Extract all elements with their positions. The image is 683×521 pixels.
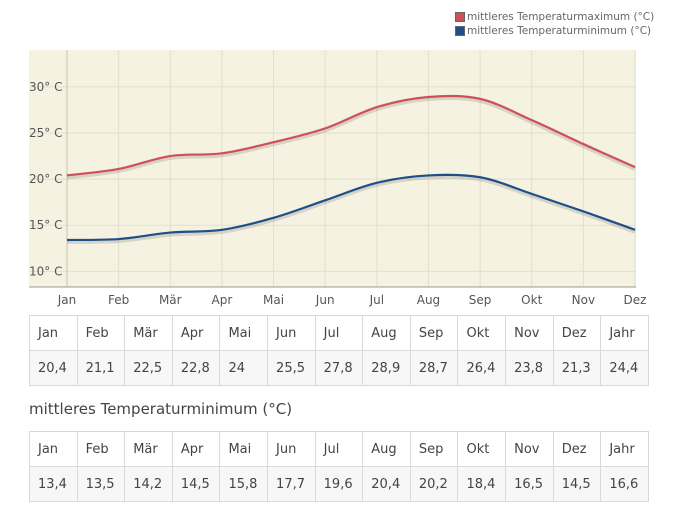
table-header-cell: Mär: [124, 431, 173, 467]
table-header-cell: Jul: [314, 431, 364, 467]
x-tick-label: Sep: [469, 293, 492, 307]
table-header-row: Jan Feb Mär Apr Mai Jun Jul Aug Sep Okt Nov Dez Jahr: [29, 431, 649, 467]
table-value-row: 13,4 13,5 14,2 14,5 15,8 17,7 19,6 20,4 20,2 18,4…: [29, 466, 649, 502]
x-tick-label: Jan: [57, 293, 77, 307]
table-value-cell: 22,5: [124, 350, 173, 386]
x-tick-label: Mär: [159, 293, 182, 307]
chart-legend: mittleres Temperaturmaximum (°C) mittler…: [455, 10, 654, 38]
table-header-cell: Apr: [171, 431, 221, 467]
x-tick-label: Apr: [212, 293, 233, 307]
legend-item-max[interactable]: mittleres Temperaturmaximum (°C): [455, 10, 654, 24]
table-header-cell: Dez: [552, 315, 602, 351]
table-value-cell: 26,4: [457, 350, 507, 386]
series-line-max: [66, 94, 636, 177]
plot-background: [29, 50, 636, 287]
table-header-cell: Jun: [267, 315, 316, 351]
table-header-cell: Jan: [29, 315, 78, 351]
table-value-cell: 13,5: [76, 466, 126, 502]
x-tick-label: Aug: [417, 293, 440, 307]
table-value-row: 20,4 21,1 22,5 22,8 24 25,5 27,8 28,9 28,7 26,4 23…: [29, 350, 649, 386]
table-header-cell: Dez: [552, 431, 602, 467]
table-header-cell: Mär: [124, 315, 173, 351]
table-value-cell: 28,9: [362, 350, 411, 386]
table-header-cell: Jul: [314, 315, 364, 351]
series-shadow-min: [66, 173, 636, 244]
table-header-cell: Feb: [76, 315, 126, 351]
table-header-cell: Mai: [219, 315, 269, 351]
x-tick-label: Mai: [263, 293, 284, 307]
legend-label-max: mittleres Temperaturmaximum (°C): [467, 11, 655, 23]
table-header-cell: Feb: [76, 431, 126, 467]
table-value-cell: 24: [219, 350, 269, 386]
table-value-cell: 27,8: [314, 350, 364, 386]
legend-swatch-max: [455, 12, 465, 22]
table-value-cell: 15,8: [219, 466, 269, 502]
table-value-cell: 16,6: [600, 466, 649, 502]
table-value-cell: 23,8: [505, 350, 554, 386]
table-header-row: Jan Feb Mär Apr Mai Jun Jul Aug Sep Okt Nov Dez Jahr: [29, 315, 649, 351]
table-header-cell: Okt: [457, 315, 507, 351]
table-value-cell: 20,4: [362, 466, 411, 502]
table-value-cell: 18,4: [457, 466, 507, 502]
table-value-cell: 20,4: [29, 350, 78, 386]
x-tick-label: Jun: [315, 293, 335, 307]
table-value-cell: 25,5: [267, 350, 316, 386]
y-tick-label: 10° C: [29, 264, 62, 278]
table-header-cell: Jahr: [600, 431, 649, 467]
max-temperature-table: Jan Feb Mär Apr Mai Jun Jul Aug Sep Okt Nov Dez Jahr…: [29, 315, 649, 386]
x-tick-label: Feb: [108, 293, 129, 307]
series-line-min: [66, 173, 636, 242]
table-value-cell: 21,1: [76, 350, 126, 386]
temperature-chart: 10° C 15° C 20° C 25° C 30° C Jan Feb Mär Apr Mai…: [29, 50, 647, 307]
series-shadow-max: [66, 94, 637, 180]
table-value-cell: 20,2: [409, 466, 459, 502]
table-header-cell: Aug: [362, 315, 411, 351]
table-header-cell: Apr: [171, 315, 221, 351]
x-tick-label: Dez: [624, 293, 647, 307]
y-tick-label: 20° C: [29, 172, 62, 186]
table-header-cell: Mai: [219, 431, 269, 467]
table-value-cell: 13,4: [29, 466, 78, 502]
table-header-cell: Jan: [29, 431, 78, 467]
table-value-cell: 16,5: [505, 466, 554, 502]
x-tick-label: Okt: [521, 293, 542, 307]
table-header-cell: Okt: [457, 431, 507, 467]
table-header-cell: Jun: [267, 431, 316, 467]
table-header-cell: Sep: [409, 315, 459, 351]
table-value-cell: 14,5: [552, 466, 602, 502]
table-header-cell: Sep: [409, 431, 459, 467]
legend-item-min[interactable]: mittleres Temperaturminimum (°C): [455, 24, 654, 38]
table-header-cell: Nov: [505, 431, 554, 467]
x-tick-label: Nov: [572, 293, 595, 307]
table-value-cell: 14,5: [171, 466, 221, 502]
table-value-cell: 24,4: [600, 350, 649, 386]
legend-swatch-min: [455, 26, 465, 36]
min-table-title: mittleres Temperaturminimum (°C): [29, 400, 293, 418]
min-temperature-table: Jan Feb Mär Apr Mai Jun Jul Aug Sep Okt Nov Dez Jahr…: [29, 431, 649, 502]
table-value-cell: 17,7: [267, 466, 316, 502]
y-tick-label: 15° C: [29, 218, 62, 232]
table-value-cell: 22,8: [171, 350, 221, 386]
x-tick-label: Jul: [369, 293, 384, 307]
table-value-cell: 21,3: [552, 350, 602, 386]
table-header-cell: Jahr: [600, 315, 649, 351]
legend-label-min: mittleres Temperaturminimum (°C): [467, 25, 652, 37]
y-tick-label: 25° C: [29, 126, 62, 140]
table-header-cell: Aug: [362, 431, 411, 467]
table-header-cell: Nov: [505, 315, 554, 351]
table-value-cell: 19,6: [314, 466, 364, 502]
table-value-cell: 28,7: [409, 350, 459, 386]
y-tick-label: 30° C: [29, 80, 62, 94]
table-value-cell: 14,2: [124, 466, 173, 502]
